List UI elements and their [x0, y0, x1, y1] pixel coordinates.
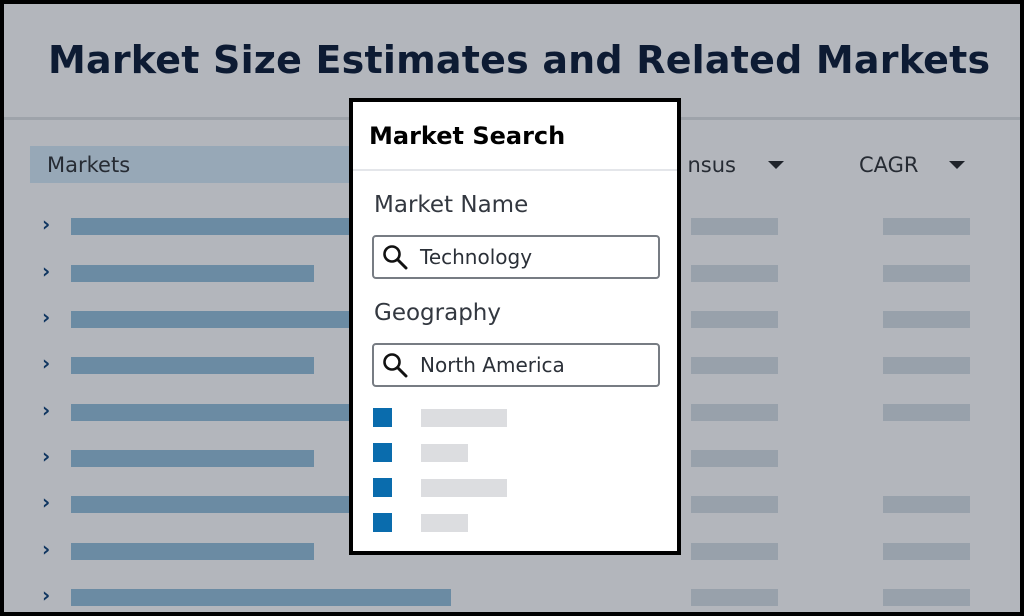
chevron-right-icon[interactable]: ›: [42, 583, 51, 607]
table-row[interactable]: ›: [4, 537, 1020, 561]
column-header-markets[interactable]: Markets: [30, 146, 360, 183]
market-name-label: Market Name: [374, 192, 529, 218]
search-icon: [383, 353, 408, 378]
market-name-placeholder: [71, 404, 371, 421]
column-header-markets-label: Markets: [47, 152, 131, 177]
consensus-value-placeholder: [691, 496, 778, 513]
consensus-value-placeholder: [691, 311, 778, 328]
market-search-modal: Market Search Market Name Technology Geo…: [349, 98, 681, 555]
option-checkbox[interactable]: [373, 408, 392, 427]
table-row[interactable]: ›: [4, 351, 1020, 375]
cagr-value-placeholder: [883, 496, 970, 513]
market-name-placeholder: [71, 265, 314, 282]
search-icon: [383, 245, 408, 270]
column-header-cagr[interactable]: CAGR: [859, 146, 974, 183]
market-name-placeholder: [71, 543, 314, 560]
geography-label: Geography: [374, 300, 501, 326]
consensus-value-placeholder: [691, 265, 778, 282]
market-name-placeholder: [71, 311, 371, 328]
market-name-placeholder: [71, 357, 314, 374]
consensus-value-placeholder: [691, 404, 778, 421]
consensus-value-placeholder: [691, 589, 778, 606]
chevron-right-icon[interactable]: ›: [42, 212, 51, 236]
modal-title: Market Search: [369, 122, 566, 150]
caret-down-icon[interactable]: [948, 160, 965, 169]
chevron-right-icon[interactable]: ›: [42, 537, 51, 561]
consensus-value-placeholder: [691, 543, 778, 560]
cagr-value-placeholder: [883, 265, 970, 282]
option-label-placeholder: [421, 479, 507, 497]
column-header-consensus-label: nsus: [687, 152, 736, 177]
cagr-value-placeholder: [883, 357, 970, 374]
option-checkbox[interactable]: [373, 513, 392, 532]
table-row[interactable]: ›: [4, 398, 1020, 422]
cagr-value-placeholder: [883, 404, 970, 421]
column-header-cagr-label: CAGR: [859, 152, 919, 177]
market-name-placeholder: [71, 496, 371, 513]
table-row[interactable]: ›: [4, 444, 1020, 468]
table-row[interactable]: ›: [4, 490, 1020, 514]
option-label-placeholder: [421, 514, 468, 532]
cagr-value-placeholder: [883, 543, 970, 560]
consensus-value-placeholder: [691, 450, 778, 467]
table-row[interactable]: ›: [4, 259, 1020, 283]
table-row[interactable]: ›: [4, 212, 1020, 236]
chevron-right-icon[interactable]: ›: [42, 398, 51, 422]
market-name-placeholder: [71, 589, 451, 606]
cagr-value-placeholder: [883, 311, 970, 328]
geography-search-input[interactable]: North America: [372, 343, 660, 387]
market-name-placeholder: [71, 218, 371, 235]
column-header-consensus[interactable]: nsus: [604, 146, 784, 183]
option-label-placeholder: [421, 409, 507, 427]
market-name-placeholder: [71, 450, 314, 467]
consensus-value-placeholder: [691, 218, 778, 235]
caret-down-icon[interactable]: [768, 160, 784, 169]
chevron-right-icon[interactable]: ›: [42, 351, 51, 375]
chevron-right-icon[interactable]: ›: [42, 490, 51, 514]
modal-divider: [353, 169, 677, 171]
cagr-value-placeholder: [883, 589, 970, 606]
page-title: Market Size Estimates and Related Market…: [48, 38, 991, 82]
option-label-placeholder: [421, 444, 468, 462]
cagr-value-placeholder: [883, 218, 970, 235]
chevron-right-icon[interactable]: ›: [42, 444, 51, 468]
market-name-search-input[interactable]: Technology: [372, 235, 660, 279]
geography-value: North America: [420, 353, 565, 377]
option-checkbox[interactable]: [373, 443, 392, 462]
chevron-right-icon[interactable]: ›: [42, 259, 51, 283]
market-name-value: Technology: [420, 245, 533, 269]
table-row[interactable]: ›: [4, 583, 1020, 607]
option-checkbox[interactable]: [373, 478, 392, 497]
chevron-right-icon[interactable]: ›: [42, 305, 51, 329]
table-row[interactable]: ›: [4, 305, 1020, 329]
consensus-value-placeholder: [691, 357, 778, 374]
